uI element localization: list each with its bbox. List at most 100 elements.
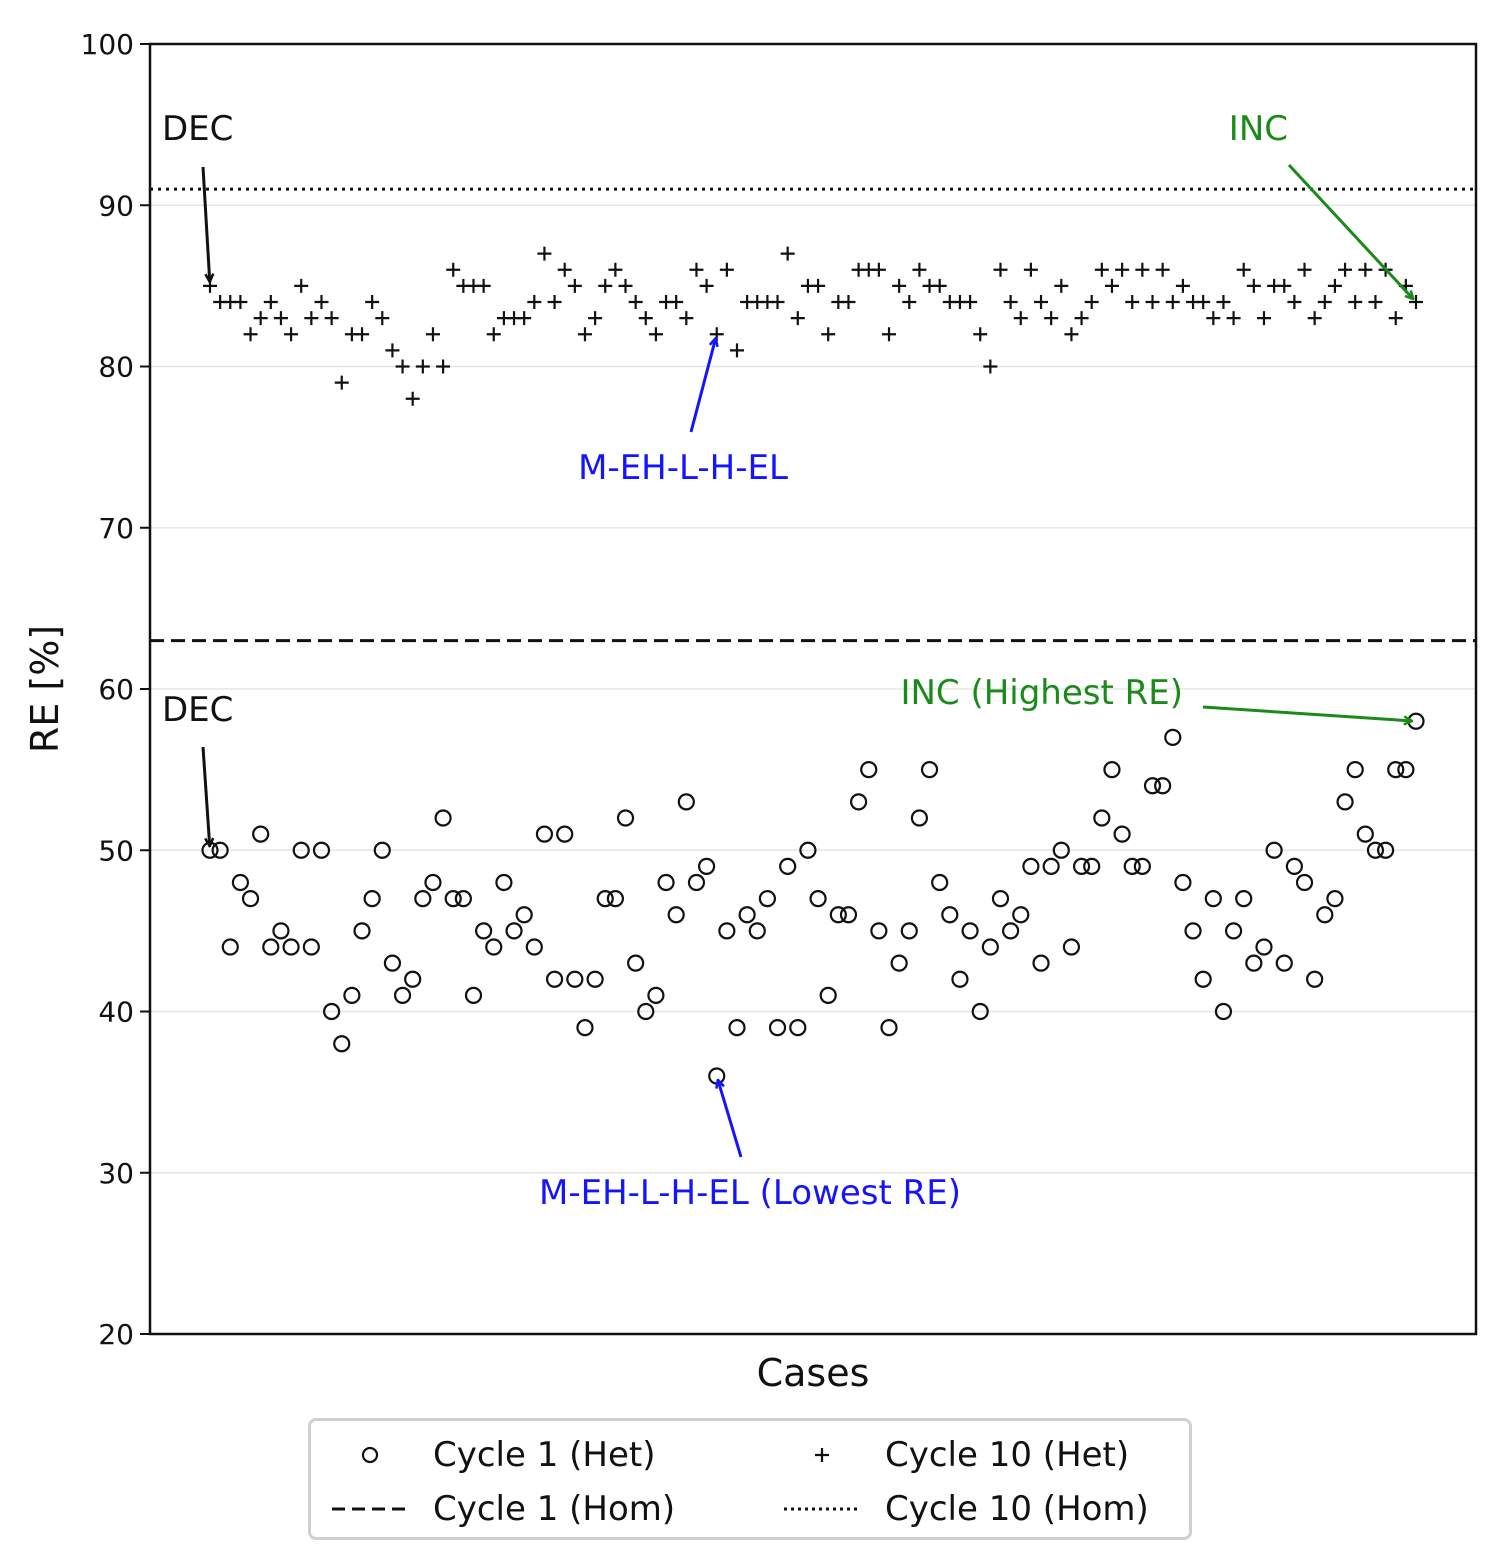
cycle1-het-point <box>1306 970 1324 988</box>
cycle10-het-point <box>1358 262 1373 277</box>
cycle10-het-point <box>1044 311 1059 326</box>
y-axis-ticks: 20 30 40 50 60 70 80 90 100 <box>81 28 150 1351</box>
cycle1-het-point <box>1295 873 1314 892</box>
cycle1-het-point <box>627 954 645 972</box>
cycle1-het-point <box>951 970 969 988</box>
cycle1-het-point <box>829 906 847 924</box>
cycle1-het-point <box>312 841 331 859</box>
cycle1-het-point <box>1022 857 1040 875</box>
cycle10-het-point <box>1125 295 1140 309</box>
cycle10-het-point <box>233 295 248 309</box>
cycle1-het-point <box>211 841 229 859</box>
cycle10-het-point <box>314 295 329 309</box>
cycle10-het-point <box>395 359 410 374</box>
cycle10-het-point <box>669 295 684 309</box>
cycle10-het-point <box>1135 262 1150 277</box>
cycle1-het-point <box>1002 922 1020 940</box>
cycle10-het-point <box>1388 311 1403 326</box>
cycle1-het-point <box>1052 841 1070 859</box>
cycle10-het-point <box>882 327 897 342</box>
cycle1-het-point <box>1356 825 1374 843</box>
cycle1-het-point <box>910 809 929 827</box>
cycle10-het-point <box>1409 295 1423 309</box>
annotation-arrow <box>689 338 716 433</box>
cycle10-het-point <box>334 375 349 390</box>
cycle1-het-point <box>414 890 432 908</box>
cycle1-het-point <box>1366 841 1385 859</box>
cycle1-het-point <box>1204 890 1222 908</box>
cycle1-het-point <box>1184 922 1202 940</box>
annotations: DEC INC M-EH-L-H-EL DEC INC (Highest RE) M-EH… <box>162 109 1413 1213</box>
cycle10-het-point <box>729 343 744 358</box>
cycle1-het-point <box>850 793 868 811</box>
y-tick-label: 90 <box>98 189 134 222</box>
cycle10-het-point <box>425 327 440 342</box>
cycle1-het-point <box>657 873 675 892</box>
cycle1-het-point <box>1032 954 1050 972</box>
annotation-arrow <box>718 1080 743 1158</box>
cycle10-het-point <box>1307 311 1322 326</box>
cycle1-het-point <box>1093 809 1111 827</box>
cycle1-het-point <box>404 970 422 988</box>
cycle1-het-point <box>799 841 817 859</box>
cycle1-het-point <box>302 938 320 956</box>
cycle10-het-point <box>446 262 461 277</box>
legend-item-cycle10-hom: Cycle 10 (Hom) <box>777 1483 1149 1535</box>
cycle1-het-point <box>687 873 706 892</box>
cycle1-het-point <box>860 761 878 779</box>
annotation-arrow <box>1202 705 1412 721</box>
cycle1-het-point <box>272 922 290 940</box>
cycle1-het-point <box>1224 922 1243 940</box>
cycle1-het-point <box>647 986 665 1004</box>
cycle10-het-point <box>1084 295 1099 309</box>
plus-marker-icon <box>777 1429 867 1481</box>
cycle1-het-point <box>475 922 493 940</box>
cycle1-het-point <box>556 825 574 843</box>
cycle10-het-point <box>1368 295 1383 309</box>
cycle10-het-point <box>243 327 258 342</box>
cycle10-het-point <box>912 262 927 277</box>
cycle1-het-point <box>606 890 624 908</box>
y-tick-label: 20 <box>98 1318 134 1351</box>
dotted-line-icon <box>777 1483 867 1535</box>
cycle1-het-point <box>1012 906 1030 924</box>
cycle1-het-point <box>1042 857 1060 875</box>
cycle10-het-point <box>304 311 319 326</box>
cycle1-het-point <box>1316 906 1334 924</box>
cycle10-het-point <box>1145 295 1160 309</box>
cycle1-het-point <box>931 873 949 892</box>
cycle1-het-point <box>728 1019 746 1037</box>
cycle1-het-point <box>637 1002 655 1021</box>
cycle10-het-point <box>476 278 491 293</box>
cycle1-het-point <box>343 986 361 1004</box>
cycle1-het-point <box>880 1019 898 1037</box>
cycle1-het-point <box>505 922 523 940</box>
cycle1-het-point <box>323 1002 341 1021</box>
cycle10-het-point <box>1165 295 1180 309</box>
cycle10-het-point <box>1327 278 1342 293</box>
cycle1-het-point <box>941 906 959 924</box>
cycle1-het-point <box>890 954 908 972</box>
cycle10-het-point <box>547 295 562 309</box>
cycle1-het-point <box>383 954 402 972</box>
cycle10-het-point <box>588 311 603 326</box>
legend-item-cycle1-het: Cycle 1 (Het) <box>325 1429 656 1481</box>
cycle10-het-point <box>365 295 380 309</box>
circle-marker-icon <box>325 1429 415 1481</box>
cycle1-het-point <box>241 890 260 908</box>
cycle1-het-point <box>839 906 858 924</box>
cycle10-het-point <box>577 327 592 342</box>
cycle10-het-point <box>719 262 734 277</box>
cycle10-het-point <box>253 311 268 326</box>
cycle1-het-point <box>393 986 412 1004</box>
cycle1-het-point <box>677 793 695 811</box>
annotation-label: DEC <box>162 109 233 149</box>
cycle10-het-point <box>770 295 785 309</box>
legend-item-cycle10-het: Cycle 10 (Het) <box>777 1429 1129 1481</box>
cycle1-het-point <box>566 970 584 988</box>
cycle10-het-point <box>932 278 947 293</box>
legend-label: Cycle 1 (Hom) <box>433 1489 676 1529</box>
cycle10-het-point <box>841 295 856 309</box>
cycle1-het-point <box>1194 970 1212 988</box>
